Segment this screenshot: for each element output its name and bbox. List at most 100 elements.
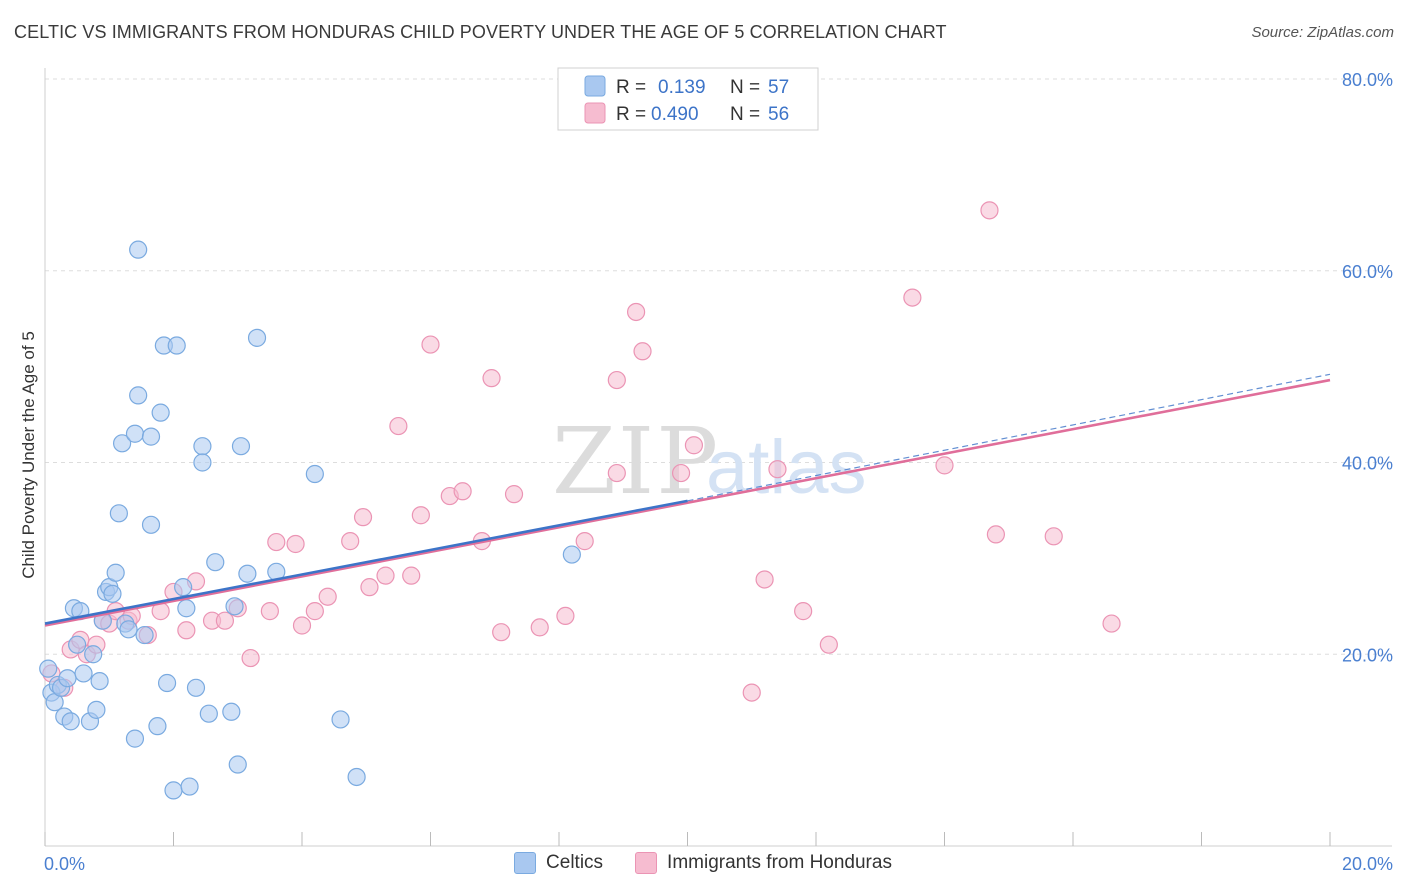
- legend-r-label: R =: [616, 77, 646, 98]
- honduras-point: [819, 635, 838, 654]
- celtics-trend-extension: [687, 373, 1331, 502]
- data-points: [39, 201, 1121, 800]
- celtics-point: [225, 597, 244, 616]
- honduras-point: [626, 302, 646, 322]
- honduras-point: [768, 460, 787, 479]
- legend-bottom: Celtics Immigrants from Honduras: [0, 852, 1406, 874]
- legend-swatch-honduras: [635, 852, 658, 874]
- celtics-point: [186, 678, 206, 697]
- y-axis-label: Child Poverty Under the Age of 5: [19, 331, 38, 579]
- celtics-point: [238, 564, 257, 583]
- y-tick-label: 20.0%: [1342, 645, 1393, 665]
- honduras-point: [267, 532, 286, 552]
- honduras-point: [389, 416, 408, 436]
- legend-item-celtics: Celtics: [514, 852, 603, 874]
- grid-lines: [45, 78, 1392, 655]
- honduras-point: [755, 570, 774, 589]
- legend-n-label: N =: [730, 77, 760, 98]
- celtics-point: [193, 437, 212, 456]
- honduras-point: [492, 623, 511, 642]
- celtics-point: [347, 767, 366, 787]
- celtics-point: [84, 645, 103, 664]
- legend-r-value: 0.139: [658, 77, 706, 98]
- celtics-point: [39, 659, 58, 678]
- honduras-point: [980, 201, 999, 220]
- legend-n-value: 57: [768, 77, 789, 98]
- honduras-point: [986, 525, 1006, 544]
- celtics-point: [90, 671, 109, 691]
- legend-item-honduras: Immigrants from Honduras: [635, 852, 892, 874]
- legend-label-celtics: Celtics: [546, 852, 604, 873]
- honduras-point: [411, 506, 430, 525]
- celtics-point: [331, 710, 350, 729]
- celtics-point: [222, 702, 241, 721]
- celtics-point: [87, 700, 106, 719]
- honduras-point: [318, 587, 337, 606]
- legend-swatch-celtics: [514, 852, 537, 874]
- celtics-point: [141, 515, 161, 534]
- honduras-point: [305, 602, 324, 621]
- celtics-point: [125, 729, 145, 748]
- celtics-point: [106, 563, 125, 582]
- celtics-trend-line: [44, 499, 688, 625]
- celtics-point: [58, 669, 77, 688]
- celtics-point: [68, 635, 87, 654]
- legend-swatch-celtics: [584, 75, 606, 97]
- honduras-point: [556, 606, 575, 626]
- chart-title: CELTIC VS IMMIGRANTS FROM HONDURAS CHILD…: [14, 22, 947, 42]
- celtics-point: [180, 777, 199, 796]
- legend-swatch-honduras: [584, 102, 606, 124]
- honduras-point: [742, 683, 761, 702]
- celtics-point: [119, 620, 138, 639]
- honduras-point: [215, 611, 234, 630]
- honduras-point: [607, 463, 626, 483]
- honduras-point: [360, 578, 379, 597]
- honduras-trend-line: [44, 378, 1331, 627]
- celtics-point: [231, 437, 251, 456]
- honduras-point: [241, 648, 260, 668]
- celtics-point: [164, 781, 183, 800]
- celtics-point: [174, 578, 193, 597]
- celtics-point: [112, 434, 132, 453]
- honduras-point: [292, 616, 312, 635]
- celtics-point: [141, 427, 161, 446]
- honduras-point: [671, 463, 691, 483]
- celtics-point: [228, 755, 247, 774]
- honduras-point: [453, 482, 472, 501]
- y-tick-label: 40.0%: [1342, 454, 1393, 474]
- axes: [44, 68, 1392, 847]
- y-tick-label: 60.0%: [1342, 262, 1393, 282]
- celtics-point: [157, 673, 177, 693]
- honduras-point: [341, 532, 360, 551]
- legend-r-label: R =: [616, 104, 646, 125]
- honduras-point: [530, 618, 549, 637]
- watermark-zip: ZIP: [552, 408, 720, 515]
- celtics-point: [109, 504, 128, 523]
- honduras-point: [684, 436, 704, 455]
- celtics-point: [74, 664, 93, 683]
- honduras-point: [575, 532, 594, 551]
- celtics-point: [167, 336, 186, 355]
- legend-r-value: 0.490: [651, 104, 699, 125]
- honduras-point: [353, 508, 373, 527]
- honduras-point: [1102, 614, 1121, 633]
- honduras-point: [482, 369, 501, 388]
- x-tick-label: 20.0%: [1342, 854, 1393, 874]
- celtics-point: [125, 424, 145, 443]
- celtics-point: [247, 328, 267, 347]
- source-credit: Source: ZipAtlas.com: [1251, 24, 1394, 41]
- celtics-point: [129, 386, 148, 405]
- honduras-point: [1044, 527, 1063, 546]
- celtics-point: [151, 403, 170, 422]
- honduras-point: [504, 485, 524, 504]
- celtics-point: [135, 625, 154, 645]
- legend-top: R = 0.139 N = 57 R = 0.490 N = 56: [557, 67, 819, 131]
- celtics-point: [177, 599, 196, 618]
- honduras-point: [177, 621, 196, 640]
- tick-labels: 20.0% 40.0% 60.0% 80.0% 0.0% 20.0%: [44, 70, 1393, 874]
- legend-label-honduras: Immigrants from Honduras: [667, 852, 892, 873]
- honduras-point: [794, 602, 813, 621]
- trend-lines: [44, 373, 1331, 627]
- celtics-point: [193, 453, 212, 472]
